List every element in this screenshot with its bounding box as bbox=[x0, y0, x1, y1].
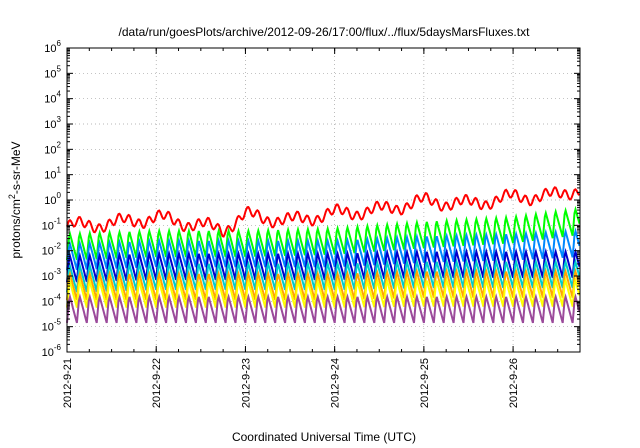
x-tick-label: 2012-9-22 bbox=[151, 358, 163, 408]
y-tick-label-base: 10 bbox=[42, 322, 54, 334]
y-tick-label-base: 10 bbox=[44, 144, 56, 156]
y-tick-label: 104 bbox=[44, 90, 61, 106]
x-tick-label: 2012-9-24 bbox=[330, 358, 342, 408]
x-axis-label: Coordinated Universal Time (UTC) bbox=[232, 430, 416, 444]
x-tick-label: 2012-9-23 bbox=[240, 358, 252, 408]
y-tick-label-exp: -4 bbox=[54, 292, 62, 301]
y-tick-label-exp: -5 bbox=[54, 318, 62, 327]
y-tick-label: 103 bbox=[44, 115, 61, 131]
series-line-7 bbox=[66, 276, 581, 308]
y-tick-label-base: 10 bbox=[44, 43, 56, 55]
y-tick-label: 10-6 bbox=[42, 343, 62, 359]
y-tick-label: 10-4 bbox=[42, 292, 62, 308]
y-tick-label-base: 10 bbox=[44, 195, 56, 207]
y-tick-label: 105 bbox=[44, 64, 61, 80]
y-tick-label-base: 10 bbox=[44, 119, 56, 131]
y-tick-label-exp: 2 bbox=[57, 140, 62, 149]
y-tick-label-exp: -2 bbox=[54, 242, 62, 251]
y-tick-label-base: 10 bbox=[42, 220, 54, 232]
series-line-8 bbox=[66, 293, 581, 324]
y-tick-label: 10-2 bbox=[42, 242, 62, 258]
series-line-2 bbox=[66, 205, 581, 261]
y-axis-label-post: -s-sr-MeV bbox=[9, 141, 23, 194]
y-tick-label-base: 10 bbox=[42, 271, 54, 283]
y-tick-label: 10-5 bbox=[42, 318, 62, 334]
y-tick-label-base: 10 bbox=[44, 170, 56, 182]
series-line-1 bbox=[66, 186, 581, 238]
y-tick-label-exp: 3 bbox=[57, 115, 62, 124]
y-tick-label-base: 10 bbox=[44, 68, 56, 80]
plot-series bbox=[66, 186, 581, 324]
y-tick-label-exp: 0 bbox=[57, 191, 62, 200]
y-tick-label-exp: 6 bbox=[57, 39, 62, 48]
y-tick-label: 102 bbox=[44, 140, 61, 156]
y-tick-label-exp: 5 bbox=[57, 64, 62, 73]
y-axis-label-pre: protons/cm bbox=[9, 199, 23, 258]
y-tick-label: 106 bbox=[44, 39, 61, 55]
y-tick-label-base: 10 bbox=[42, 347, 54, 359]
y-tick-label-base: 10 bbox=[44, 94, 56, 106]
x-axis: 2012-9-21 2012-9-22 2012-9-23 2012-9-24 2012… bbox=[62, 48, 581, 408]
y-tick-label-exp: -3 bbox=[54, 267, 62, 276]
y-tick-label: 10-1 bbox=[42, 216, 62, 232]
y-tick-label-base: 10 bbox=[42, 296, 54, 308]
x-tick-label: 2012-9-25 bbox=[419, 358, 431, 408]
y-tick-label-base: 10 bbox=[42, 246, 54, 258]
y-tick-label: 10-3 bbox=[42, 267, 62, 283]
y-tick-label-exp: -1 bbox=[54, 216, 62, 225]
y-axis: 10-610-510-410-310-210-11001011021031041… bbox=[42, 39, 580, 359]
x-tick-label: 2012-9-21 bbox=[62, 358, 74, 408]
y-tick-label-exp: -6 bbox=[54, 343, 62, 352]
y-axis-label-sup: 2 bbox=[7, 194, 17, 199]
series-line-3 bbox=[66, 227, 581, 271]
y-tick-label-exp: 1 bbox=[57, 166, 62, 175]
x-tick-label: 2012-9-26 bbox=[508, 358, 520, 408]
y-tick-label-exp: 4 bbox=[57, 90, 62, 99]
y-axis-label: protons/cm2-s-sr-MeV bbox=[7, 141, 23, 258]
y-tick-label: 100 bbox=[44, 191, 61, 207]
chart-title: /data/run/goesPlots/archive/2012-09-26/1… bbox=[119, 25, 531, 39]
y-tick-label: 101 bbox=[44, 166, 61, 182]
